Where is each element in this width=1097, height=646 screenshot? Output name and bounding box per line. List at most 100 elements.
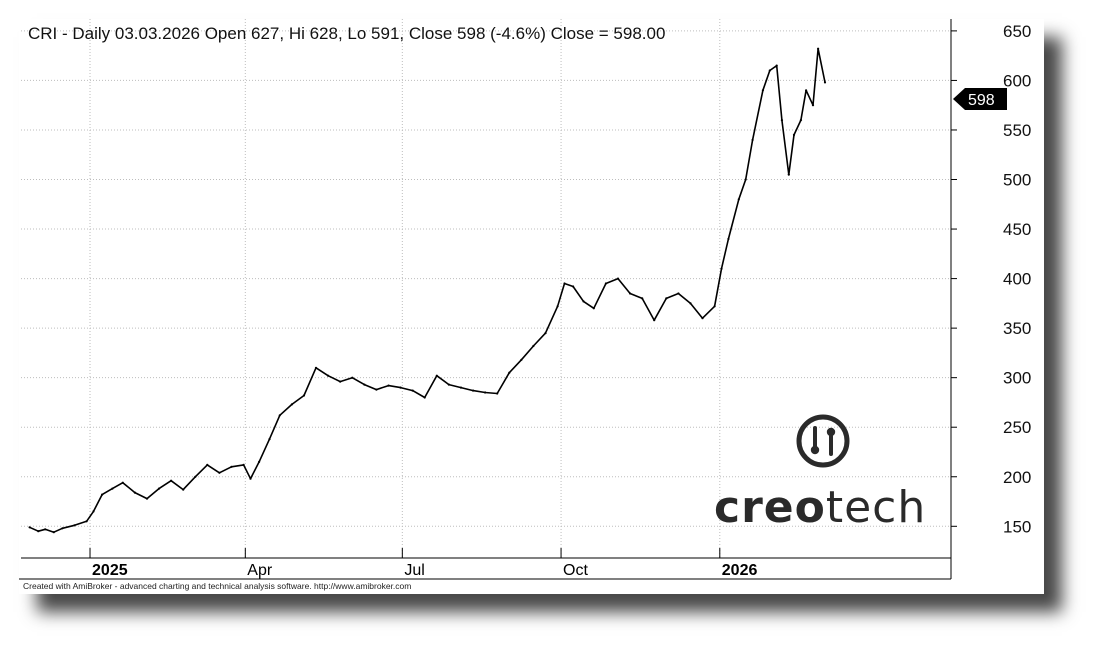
price-point [339, 380, 342, 383]
watermark-text-strong: creo [714, 482, 826, 533]
price-point [484, 391, 487, 394]
price-point [258, 460, 261, 463]
price-point [780, 119, 784, 122]
price-point [817, 47, 820, 50]
price-point [665, 297, 668, 300]
price-point [375, 388, 378, 391]
watermark-text-light: tech [826, 482, 926, 533]
price-point [290, 403, 293, 406]
price-point [157, 487, 161, 490]
price-point [44, 528, 47, 531]
y-tick-label: 600 [1003, 71, 1031, 90]
price-point [363, 383, 366, 386]
price-point [751, 138, 754, 141]
price-point [278, 414, 281, 417]
price-point [592, 307, 595, 310]
price-point [508, 371, 511, 374]
price-point [145, 497, 149, 500]
price-point [28, 526, 31, 529]
price-point [302, 394, 306, 397]
price-point [689, 302, 692, 305]
price-point [92, 510, 95, 513]
price-point [805, 89, 808, 92]
price-point [701, 317, 704, 320]
price-chart: 150 200 250 300 350 400 450 500 550 600 650 2025 Ap… [19, 19, 1044, 594]
price-point [73, 524, 76, 527]
x-tick-label: Oct [563, 562, 588, 579]
price-point [435, 374, 438, 377]
footer-credit: Created with AmiBroker - advanced charti… [23, 581, 411, 591]
price-point [737, 198, 740, 201]
price-point [653, 319, 656, 322]
series-layer [28, 47, 827, 534]
price-point [811, 104, 815, 107]
price-point [544, 332, 547, 335]
price-point [182, 488, 185, 491]
price-point [641, 297, 644, 300]
price-point [327, 374, 330, 377]
price-point [52, 531, 55, 534]
circuit-logo-icon [796, 414, 850, 468]
chart-frame: 150 200 250 300 350 400 450 500 550 600 650 2025 Ap… [19, 19, 1044, 594]
price-point [496, 392, 499, 395]
price-point [787, 173, 790, 176]
price-point [472, 389, 475, 392]
price-point [677, 292, 680, 295]
price-point [799, 119, 803, 122]
price-point [101, 493, 104, 496]
price-point [727, 237, 730, 241]
price-point [713, 305, 716, 308]
price-point [775, 64, 778, 67]
price-point [520, 358, 523, 361]
price-point [447, 383, 450, 386]
price-point [133, 491, 136, 494]
y-tick-label: 350 [1003, 319, 1031, 338]
price-point [61, 527, 64, 530]
price-point [572, 285, 575, 288]
price-point [629, 292, 632, 295]
grid-layer [21, 19, 951, 558]
price-point [411, 389, 414, 392]
price-point [387, 384, 390, 387]
price-point [268, 438, 271, 441]
price-point [720, 267, 723, 270]
price-point [768, 69, 771, 72]
y-axis-ticks: 150 200 250 300 350 400 450 500 550 600 650 [951, 22, 1031, 536]
chart-title: CRI - Daily 03.03.2026 Open 627, Hi 628,… [28, 24, 665, 43]
y-tick-label: 550 [1003, 121, 1031, 140]
y-tick-label: 650 [1003, 22, 1031, 41]
price-point [532, 344, 535, 348]
price-point [792, 133, 796, 136]
price-point [761, 89, 765, 92]
price-point [563, 282, 566, 285]
price-point [351, 376, 354, 379]
price-series-line [29, 47, 826, 534]
y-tick-label: 400 [1003, 270, 1031, 289]
price-point [459, 386, 463, 389]
price-point [121, 481, 124, 484]
price-point [744, 178, 747, 181]
price-point [194, 475, 197, 478]
price-point [823, 81, 827, 84]
price-point [37, 530, 40, 533]
x-tick-label: Apr [247, 562, 273, 579]
y-tick-label: 450 [1003, 220, 1031, 239]
price-point [582, 300, 585, 303]
x-tick-label: 2026 [722, 562, 758, 579]
x-tick-label: 2025 [92, 562, 128, 579]
watermark-text: creotech [714, 482, 926, 533]
price-point [218, 471, 221, 474]
price-point [249, 477, 252, 480]
price-point [314, 366, 318, 369]
price-point [399, 386, 402, 389]
price-point [206, 463, 209, 466]
price-point [230, 465, 233, 468]
price-point [556, 305, 559, 308]
last-price-tag: 598 [953, 88, 1007, 110]
price-point [604, 282, 608, 285]
price-point [423, 396, 426, 399]
last-price-label: 598 [968, 92, 995, 109]
price-point [85, 520, 88, 523]
y-tick-label: 500 [1003, 171, 1031, 190]
price-point [170, 479, 173, 482]
